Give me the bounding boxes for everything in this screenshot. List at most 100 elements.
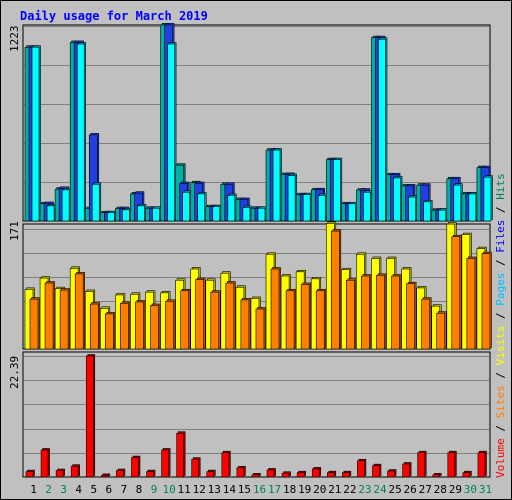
pages-bar <box>317 195 326 222</box>
volume-bar <box>221 452 230 478</box>
legend-entry-files: Files <box>494 220 507 253</box>
chart-title: Daily usage for March 2019 <box>20 9 208 23</box>
volume-bar <box>70 465 79 478</box>
sites-bar <box>225 282 235 350</box>
volume-bar <box>116 470 124 478</box>
pages-bar <box>483 176 492 222</box>
pages-bar <box>468 193 477 222</box>
pages-bar <box>242 207 251 222</box>
volume-bar <box>191 458 200 478</box>
day-label: 29 <box>449 483 462 496</box>
pages-bar <box>408 196 416 222</box>
day-label: 22 <box>343 483 356 496</box>
pages-bar <box>348 203 356 222</box>
bottom-ymax-label: 22.39 <box>8 356 21 389</box>
day-label: 5 <box>90 483 97 496</box>
day-label: 11 <box>178 483 191 496</box>
day-label: 2 <box>45 483 52 496</box>
sites-bar <box>89 303 99 350</box>
pages-bar <box>302 194 311 222</box>
volume-bar <box>161 449 169 478</box>
sites-bar <box>300 284 310 350</box>
volume-bar <box>417 452 425 478</box>
pages-bar <box>61 189 70 222</box>
sites-bar <box>361 275 370 350</box>
pages-bar <box>31 46 40 222</box>
legend-entry-pages: Pages <box>494 273 507 306</box>
sites-bar <box>165 300 174 350</box>
day-label: 1 <box>30 483 37 496</box>
pages-bar <box>107 212 115 222</box>
sites-bar <box>436 312 446 350</box>
day-label: 30 <box>464 483 477 496</box>
volume-bar <box>326 472 335 478</box>
volume-bar <box>236 467 245 478</box>
legend-separator: / <box>494 200 507 220</box>
day-label: 24 <box>373 483 387 496</box>
day-label: 15 <box>238 483 251 496</box>
pages-bar <box>393 177 401 222</box>
pages-bar <box>212 206 221 222</box>
day-label: 3 <box>60 483 67 496</box>
legend-separator: / <box>494 306 507 326</box>
day-label: 10 <box>162 483 175 496</box>
day-label: 27 <box>419 483 432 496</box>
sites-bar <box>270 268 280 350</box>
sites-bar <box>105 313 114 350</box>
pages-bar <box>363 192 371 222</box>
day-label: 25 <box>388 483 401 496</box>
volume-bar <box>266 469 275 478</box>
day-label: 13 <box>208 483 221 496</box>
day-label: 6 <box>106 483 113 496</box>
volume-bar <box>342 472 350 478</box>
sites-bar <box>59 289 69 350</box>
sites-bar <box>391 275 400 350</box>
sites-bar <box>44 282 54 350</box>
sites-bar <box>210 291 220 350</box>
legend-entry-sites: Sites <box>494 385 507 418</box>
volume-bar <box>447 452 456 478</box>
legend-entry-visits: Visits <box>494 326 507 366</box>
legend-entry-volume: Volume <box>494 438 507 478</box>
sites-bar <box>150 305 159 350</box>
sites-bar <box>421 298 430 350</box>
pages-bar <box>272 149 281 222</box>
volume-bar <box>146 471 154 478</box>
legend: Volume / Sites / Visits / Pages / Files … <box>494 173 507 478</box>
pages-bar <box>182 192 190 222</box>
sites-bar <box>135 301 144 350</box>
pages-bar <box>152 207 160 222</box>
day-label: 17 <box>268 483 281 496</box>
pages-bar <box>227 195 236 222</box>
volume-bar <box>372 465 380 478</box>
top-ymax-label: 1223 <box>8 26 21 53</box>
sites-bar <box>180 290 189 350</box>
sites-bar <box>481 253 491 350</box>
day-label: 18 <box>283 483 296 496</box>
middle-ymax-label: 171 <box>8 221 21 241</box>
day-label: 12 <box>193 483 206 496</box>
pages-bar <box>197 193 206 222</box>
volume-bar <box>296 472 305 478</box>
pages-bar <box>378 38 386 222</box>
sites-bar <box>255 308 265 350</box>
pages-bar <box>46 205 55 222</box>
sites-bar <box>315 290 325 350</box>
legend-separator: / <box>494 365 507 385</box>
volume-bar <box>40 449 49 478</box>
day-label: 31 <box>479 483 492 496</box>
pages-bar <box>332 159 341 222</box>
bot-panel-frame <box>22 351 491 478</box>
volume-bar <box>311 468 320 478</box>
pages-bar <box>122 209 130 222</box>
pages-bar <box>137 205 145 222</box>
volume-bar <box>387 470 395 478</box>
day-label: 21 <box>328 483 341 496</box>
volume-bar <box>176 432 184 478</box>
volume-bar <box>477 452 486 478</box>
sites-bar <box>406 283 415 350</box>
pages-bar <box>453 184 462 222</box>
day-label: 28 <box>434 483 447 496</box>
day-label: 26 <box>404 483 417 496</box>
